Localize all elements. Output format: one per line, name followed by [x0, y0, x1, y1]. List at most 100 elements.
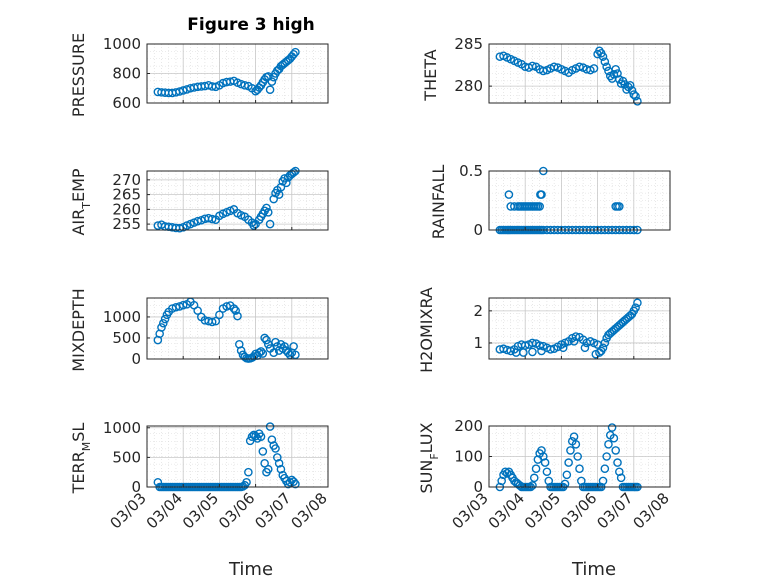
data-point	[531, 464, 541, 474]
data-point	[249, 221, 259, 230]
ylabel-sun-flux: SUNFLUX	[417, 422, 441, 493]
y-tick-label: 200	[454, 417, 483, 435]
xlabel-left: Time	[228, 559, 273, 580]
y-tick-label: 285	[454, 35, 483, 53]
x-tick-label: 03/08	[630, 489, 673, 532]
data-point	[271, 337, 280, 347]
data-point	[558, 343, 568, 353]
data-point	[240, 81, 250, 90]
data-point	[598, 476, 608, 486]
y-tick-label: 280	[454, 77, 483, 95]
x-tick-label: 03/03	[449, 489, 492, 532]
data-point	[607, 423, 617, 432]
subplot-mixdepth: 0 500 1000 MIXDEPTH	[69, 288, 329, 372]
data-point	[207, 317, 217, 327]
data-point	[274, 459, 284, 468]
data-point	[231, 306, 240, 315]
data-point	[267, 77, 277, 86]
data-point	[600, 338, 610, 348]
figure-title: Figure 3 high	[187, 15, 315, 35]
data-point	[258, 349, 268, 358]
data-point	[178, 300, 188, 310]
y-tick-label: 0	[473, 478, 483, 496]
data-point	[560, 479, 570, 489]
data-point	[158, 318, 168, 328]
data-point	[589, 64, 599, 73]
y-tick-label: 260	[112, 200, 141, 218]
data-point	[265, 219, 275, 229]
subplot-theta: 280 285 THETA	[421, 35, 671, 106]
data-point	[236, 346, 246, 355]
data-point	[569, 432, 579, 441]
data-point	[633, 298, 642, 308]
x-tick-label: 03/07	[593, 489, 636, 532]
data-point	[289, 477, 298, 486]
data-point	[573, 452, 582, 461]
xlabel-right: Time	[571, 559, 616, 580]
data-point	[542, 467, 552, 477]
y-tick-label: 500	[112, 329, 141, 347]
data-point	[262, 335, 271, 345]
data-point	[265, 422, 275, 431]
y-tick-label: 270	[112, 171, 141, 189]
y-tick-label: 265	[112, 186, 141, 204]
data-point	[265, 85, 275, 95]
data-point	[549, 62, 559, 72]
x-tick-label: 03/08	[288, 489, 331, 532]
data-point	[546, 345, 555, 354]
data-point	[631, 303, 640, 312]
data-point	[528, 481, 537, 490]
subplot-rainfall: 0 0.5 RAINFALL	[429, 162, 671, 240]
ylabel-pressure: PRESSURE	[69, 33, 88, 117]
data-point	[611, 446, 621, 455]
data-point	[193, 216, 202, 226]
ylabel-h2omixra: H2OMIXRA	[417, 287, 436, 373]
x-tick-label: 03/04	[143, 489, 186, 532]
y-tick-label: 100	[454, 448, 483, 466]
y-tick-label: 2	[473, 302, 483, 320]
data-point	[528, 61, 537, 71]
data-point	[519, 348, 528, 357]
data-point	[291, 47, 300, 57]
subplot-h2omixra: 1 2 H2OMIXRA	[417, 287, 671, 373]
ylabel-rainfall: RAINFALL	[429, 165, 448, 240]
data-point	[528, 338, 537, 348]
data-point	[564, 458, 573, 467]
data-point	[571, 439, 581, 449]
data-point	[229, 304, 239, 313]
data-point	[233, 311, 242, 321]
data-point	[193, 306, 202, 315]
x-tick-label: 03/06	[215, 489, 258, 532]
data-point	[260, 459, 269, 468]
data-point	[263, 464, 273, 474]
data-point	[285, 350, 295, 360]
data-point	[598, 343, 608, 353]
x-tick-label: 03/06	[557, 489, 600, 532]
data-point	[157, 323, 166, 332]
data-point	[609, 433, 619, 443]
x-tick-label: 03/07	[251, 489, 294, 532]
data-point	[611, 64, 621, 74]
data-point	[256, 347, 266, 356]
data-point	[215, 310, 224, 320]
data-point	[282, 178, 291, 188]
data-point	[262, 203, 271, 213]
data-point	[285, 477, 295, 487]
data-point	[211, 316, 221, 326]
data-point	[539, 66, 548, 76]
data-point	[267, 435, 277, 444]
data-point	[535, 202, 544, 211]
y-tick-label: 600	[112, 94, 141, 112]
data-point	[616, 473, 626, 483]
y-tick-label: 1	[473, 334, 483, 352]
ylabel-mixdepth: MIXDEPTH	[69, 288, 88, 371]
data-point	[566, 446, 575, 455]
y-tick-label: 255	[112, 215, 141, 233]
y-tick-label: 500	[112, 448, 141, 466]
data-point	[207, 214, 217, 224]
data-point	[271, 444, 280, 453]
data-point	[613, 458, 622, 467]
